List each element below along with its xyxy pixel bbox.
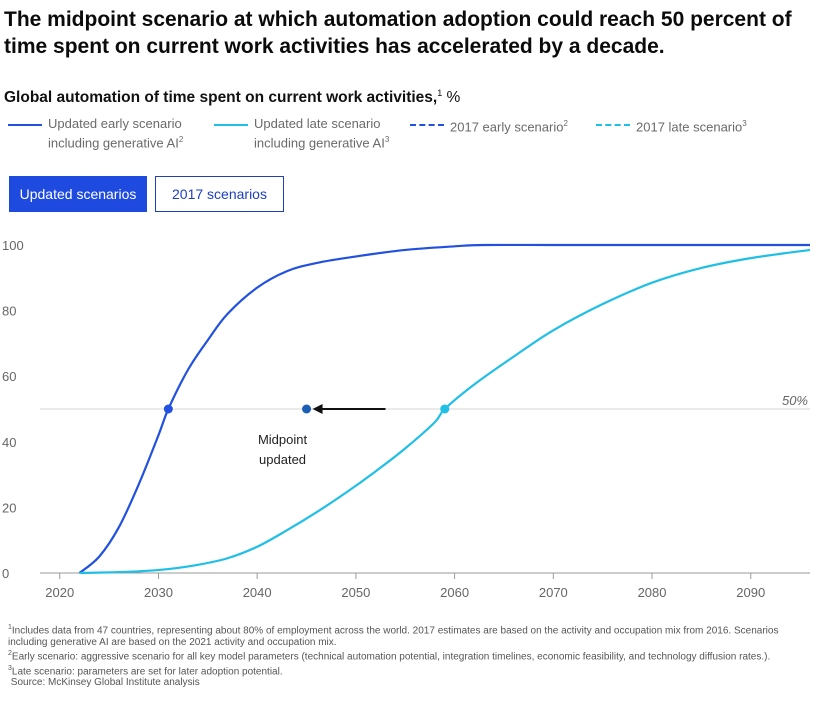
legend-swatch (410, 124, 444, 126)
subtitle-footnote-ref: 1 (437, 88, 443, 98)
subtitle-unit: % (446, 89, 461, 107)
y-tick-label: 80 (2, 304, 16, 319)
annotation-label-line1: Midpoint (258, 432, 308, 447)
legend-label: 2017 early scenario2 (450, 119, 568, 135)
midpoint-marker-late (440, 404, 450, 414)
series-line-updated-early (78, 243, 810, 574)
footnotes: 1Includes data from 47 countries, repres… (8, 622, 808, 688)
updated-scenarios-button[interactable]: Updated scenarios (9, 176, 147, 212)
x-tick-label: 2040 (243, 585, 272, 600)
reference-line-label: 50% (782, 393, 808, 408)
y-tick-label: 40 (2, 435, 16, 450)
legend-swatch (8, 124, 42, 126)
footnote-1: 1Includes data from 47 countries, repres… (8, 624, 779, 648)
legend-label: Updated early scenario including generat… (48, 116, 184, 151)
x-tick-label: 2070 (539, 585, 568, 600)
annotation-arrow-head (312, 404, 323, 414)
x-tick-label: 2090 (736, 585, 765, 600)
chart-subtitle: Global automation of time spent on curre… (4, 88, 460, 107)
footnote-3: 3Late scenario: parameters are set for l… (8, 664, 283, 677)
legend-label: Updated late scenario including generati… (254, 116, 390, 151)
series-line-updated-late (79, 248, 811, 575)
annotation-midpoint-dot (302, 404, 312, 414)
y-tick-label: 0 (2, 566, 9, 581)
legend-item-updated-late: Updated late scenario including generati… (214, 116, 389, 151)
x-tick-label: 2050 (341, 585, 370, 600)
legend-swatch (214, 124, 248, 126)
legend-item-2017-late: 2017 late scenario3 (596, 116, 747, 135)
subtitle-text: Global automation of time spent on curre… (4, 89, 438, 107)
2017-scenarios-button[interactable]: 2017 scenarios (155, 176, 284, 212)
legend-item-updated-early: Updated early scenario including generat… (8, 116, 183, 151)
x-tick-label: 2080 (638, 585, 667, 600)
y-tick-label: 20 (2, 500, 16, 515)
y-tick-label: 100 (2, 238, 24, 253)
chart-title: The midpoint scenario at which automatio… (4, 8, 792, 58)
legend-label: 2017 late scenario3 (636, 119, 747, 135)
source-note: Source: McKinsey Global Institute analys… (10, 677, 200, 689)
footnote-2: 2Early scenario: aggressive scenario for… (8, 649, 771, 663)
x-tick-label: 2060 (440, 585, 469, 600)
legend-item-2017-early: 2017 early scenario2 (410, 116, 568, 135)
legend-swatch (596, 124, 630, 126)
x-tick-label: 2020 (45, 585, 74, 600)
x-tick-label: 2030 (144, 585, 173, 600)
annotation-label-line2: updated (259, 452, 306, 467)
midpoint-marker-early (163, 404, 173, 414)
y-tick-label: 60 (2, 369, 16, 384)
